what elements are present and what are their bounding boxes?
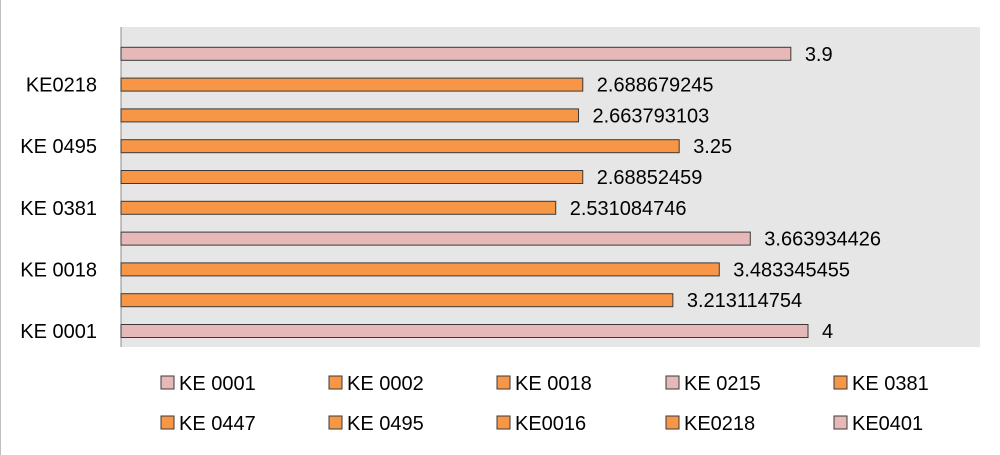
bar-ke-0215	[120, 231, 751, 246]
legend-label-ke0218: KE0218	[684, 413, 755, 435]
legend-label-ke-0001: KE 0001	[179, 373, 256, 395]
bar-ke-0495	[120, 139, 680, 154]
data-label-ke-0002: 3.213114754	[687, 290, 802, 312]
legend-label-ke0401: KE0401	[852, 413, 923, 435]
legend-swatch-ke-0002	[328, 375, 343, 390]
legend-swatch-ke-0447	[160, 415, 175, 430]
y-tick-label-ke-0495: KE 0495	[20, 136, 97, 158]
bars-group	[120, 46, 809, 338]
legend-swatch-ke-0495	[328, 415, 343, 430]
legend-swatch-ke0016	[496, 415, 511, 430]
bar-ke-0381	[120, 200, 557, 215]
legend-swatch-ke0401	[833, 415, 848, 430]
y-tick-label-ke-0001: KE 0001	[20, 321, 97, 343]
bar-ke-0001	[120, 324, 809, 338]
data-label-ke-0001: 4	[822, 321, 833, 343]
y-tick-label-ke-0381: KE 0381	[20, 198, 97, 220]
legend-label-ke-0002: KE 0002	[347, 373, 424, 395]
y-tick-labels-group: KE 0001 KE 0018 KE 0381 KE 0495 KE0218	[20, 75, 97, 343]
data-label-ke-0381: 2.531084746	[570, 198, 687, 220]
legend-label-ke-0018: KE 0018	[515, 373, 592, 395]
legend-swatch-ke-0215	[665, 375, 680, 390]
data-label-ke0016: 2.663793103	[593, 105, 710, 127]
y-tick-label-ke0218: KE0218	[26, 75, 97, 97]
legend-label-ke-0381: KE 0381	[852, 373, 929, 395]
legend-swatch-ke-0381	[833, 375, 848, 390]
bar-ke-0447	[120, 170, 584, 184]
bar-ke-0018	[120, 262, 720, 277]
legend-swatch-ke0218	[665, 415, 680, 430]
data-label-ke0401: 3.9	[805, 44, 833, 66]
legend-label-ke-0447: KE 0447	[179, 413, 256, 435]
bar-ke0016	[120, 108, 580, 123]
data-labels-group: 4 3.213114754 3.483345455 3.663934426 2.5310…	[570, 44, 881, 343]
legend-swatch-ke-0001	[160, 375, 175, 390]
data-label-ke-0215: 3.663934426	[764, 229, 881, 251]
legend: KE 0001 KE 0002 KE 0018 KE 0215 KE 0381 KE 04…	[160, 373, 929, 435]
legend-label-ke0016: KE0016	[515, 413, 586, 435]
bar-ke0401	[120, 46, 792, 61]
data-label-ke0218: 2.688679245	[597, 75, 714, 97]
y-tick-label-ke-0018: KE 0018	[20, 259, 97, 281]
legend-label-ke-0495: KE 0495	[347, 413, 424, 435]
bar-ke-0002	[120, 293, 674, 308]
legend-label-ke-0215: KE 0215	[684, 373, 761, 395]
bar-ke0218	[120, 77, 584, 92]
data-label-ke-0447: 2.68852459	[597, 167, 703, 189]
data-label-ke-0018: 3.483345455	[733, 259, 850, 281]
data-label-ke-0495: 3.25	[693, 136, 732, 158]
legend-swatch-ke-0018	[496, 375, 511, 390]
